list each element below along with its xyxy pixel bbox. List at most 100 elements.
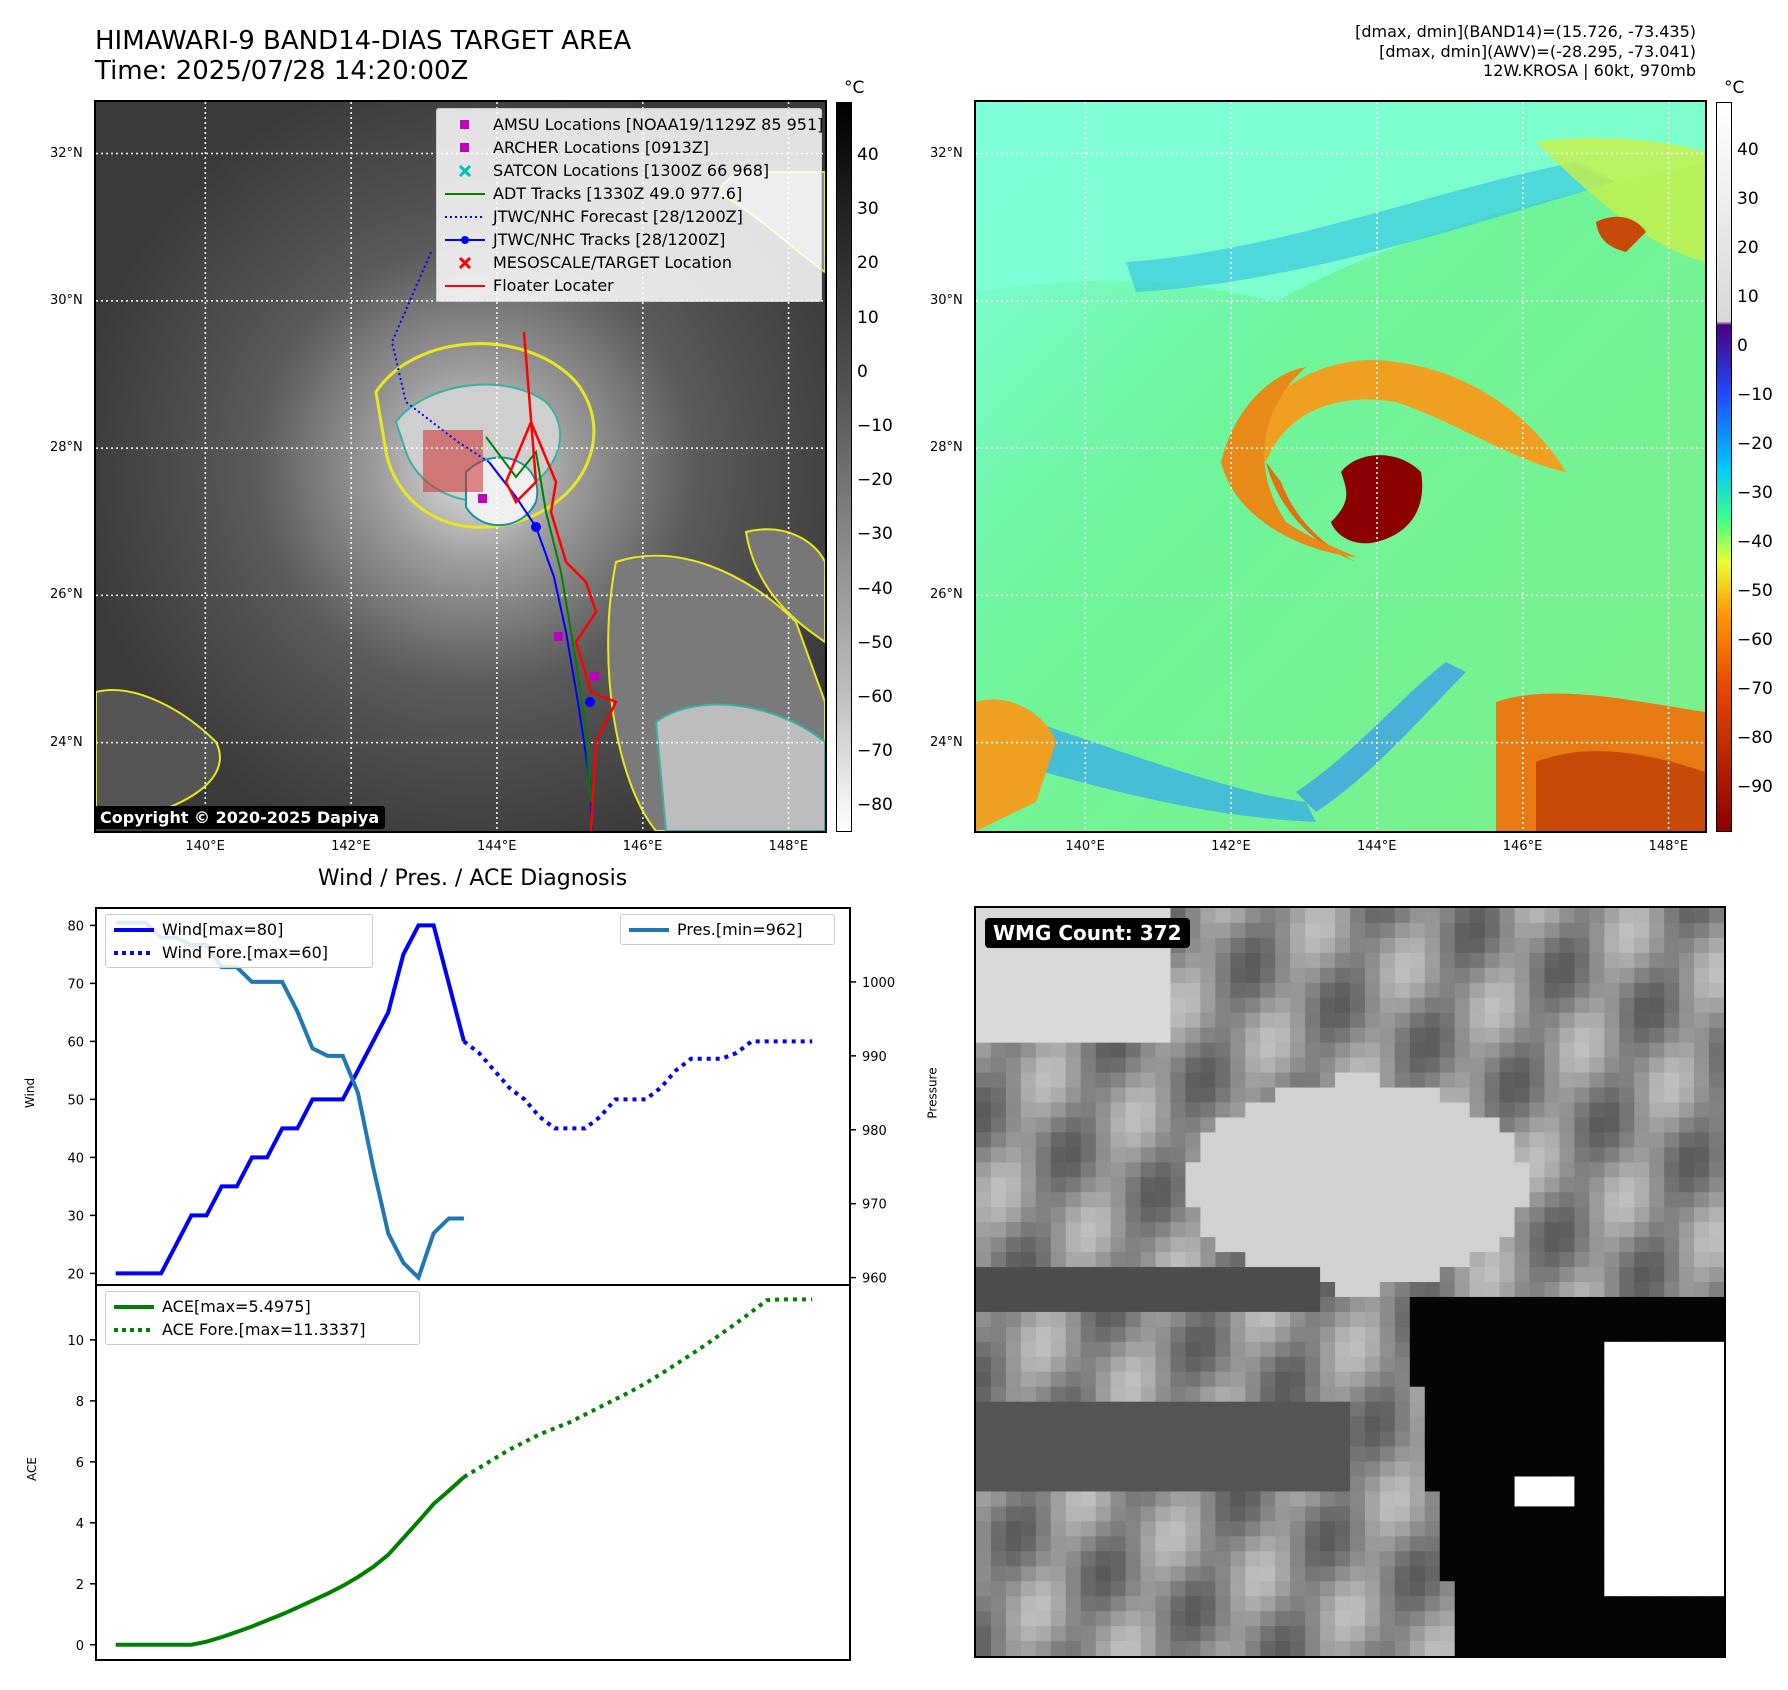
wmg-cell [1394,1641,1411,1656]
wmg-cell [1260,1506,1276,1522]
wmg-cell [1574,1446,1590,1463]
wmg-cell [1230,1461,1246,1477]
wmg-cell [1050,982,1067,999]
wmg-cell [1125,1177,1142,1193]
wmg-cell [1185,1282,1201,1298]
wmg-cell [1095,1267,1112,1283]
wmg-cell [1305,1551,1321,1567]
wmg-cell [1260,982,1276,999]
wmg-cell [1260,1192,1276,1208]
wmg-cell [1080,1296,1097,1313]
wmg-cell [1080,1282,1097,1298]
wmg-cell [1320,1296,1336,1313]
wmg-cell [1125,1491,1142,1507]
wmg-cell [1634,952,1650,969]
wmg-cell [1589,1072,1605,1089]
wmg-cell [1125,1027,1142,1044]
wmg-cell [1649,1326,1665,1343]
wmg-cell [1275,1371,1291,1388]
wmg-cell [1290,1117,1306,1133]
wmg-cell [1125,1267,1142,1283]
wmg-cell [1559,1222,1575,1238]
wmg-cell [1275,1521,1291,1537]
wmg-cell [1649,1626,1665,1642]
wmg-cell [1664,1147,1680,1163]
wmg-cell [1080,1461,1097,1477]
wmg-cell [1185,1072,1201,1089]
wmg-cell [1679,1222,1695,1238]
wmg-cell [1604,1326,1620,1343]
wmg-cell [1335,1296,1351,1313]
wmg-cell [1065,1611,1082,1627]
wmg-cell [1679,1237,1695,1253]
wmg-cell [1155,1117,1171,1133]
wmg-cell [1080,1132,1097,1148]
lon-label: 146°E [1502,839,1543,854]
wmg-cell [1275,1341,1291,1358]
wmg-cell [1065,1506,1082,1522]
wmg-cell [1454,1237,1471,1253]
wmg-cell [1529,908,1545,924]
wmg-cell [1649,1521,1665,1537]
legend-symbol [445,119,485,131]
wmg-cell [1140,1132,1157,1148]
wmg-cell [1679,1446,1695,1463]
wmg-cell [1664,1177,1680,1193]
wmg-cell [1694,922,1710,939]
wmg-cell [1469,1147,1486,1163]
wmg-cell [1080,1536,1097,1552]
wmg-cell [990,1491,1007,1507]
wmg-cell [1709,1536,1724,1552]
wmg-cell [1020,1476,1037,1492]
wmg-cell [1005,1626,1022,1642]
wmg-cell [1424,1102,1441,1118]
wmg-cell [1230,1626,1246,1642]
wmg-cell [1709,1027,1724,1044]
wmg-cell [1529,1461,1545,1477]
wmg-cell [990,1132,1007,1148]
wmg-cell [1020,1596,1037,1612]
wmg-cell [1439,1012,1456,1029]
wmg-cell [1020,1581,1037,1597]
wmg-cell [1035,997,1052,1014]
wmg-cell [1514,1461,1531,1477]
wmg-cell [1140,1431,1157,1448]
wmg-cell [1499,1371,1516,1388]
lon-label: 140°E [185,839,225,854]
wmg-cell [1619,1252,1635,1268]
wmg-cell [1499,1102,1516,1118]
wmg-cell [1020,1087,1037,1103]
wmg-cell [1185,1267,1201,1283]
wmg-cell [1529,1132,1545,1148]
wmg-cell [1619,1551,1635,1567]
wmg-cell [1379,1296,1396,1313]
wmg-cell [1305,1117,1321,1133]
wmg-cell [1484,1551,1501,1567]
wmg-cell [1364,1446,1381,1463]
wmg-cell [1604,1461,1620,1477]
wmg-cell [1604,1356,1620,1373]
wmg-cell [1499,1296,1516,1313]
wmg-cell [1709,1057,1724,1074]
wmg-cell [1394,1386,1411,1403]
wmg-cell [1140,967,1157,984]
wmg-cell [1095,1581,1112,1597]
wmg-cell [1170,997,1186,1014]
wmg-cell [976,1177,992,1193]
wmg-cell [1679,1147,1695,1163]
wmg-cell [1080,1626,1097,1642]
wmg-cell [1424,1341,1441,1358]
wmg-cell [1005,1386,1022,1403]
wmg-cell [976,1431,992,1448]
wmg-cell [1245,1596,1261,1612]
wmg-cell [1664,908,1680,924]
wmg-cell [1005,1311,1022,1328]
wmg-cell [1619,1371,1635,1388]
wmg-cell [1260,1551,1276,1567]
wmg-cell [1155,1386,1171,1403]
wmg-cell [1275,1117,1291,1133]
wmg-cell [990,1072,1007,1089]
wmg-cell [1290,922,1306,939]
wmg-cell [990,1222,1007,1238]
wmg-cell [1350,1162,1366,1178]
